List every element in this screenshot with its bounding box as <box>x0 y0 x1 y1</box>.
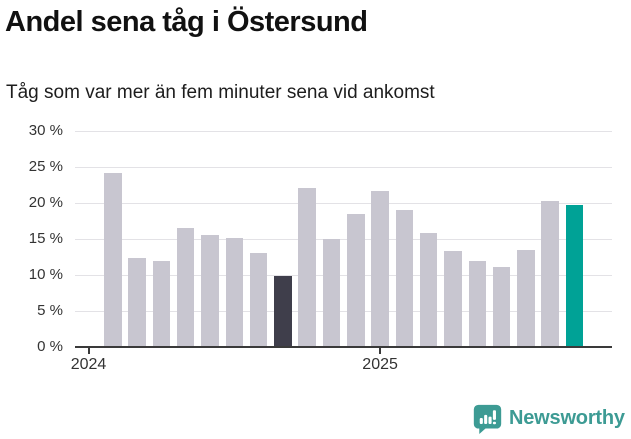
bar-jul-2024 <box>225 238 244 347</box>
gridline-20% <box>75 202 612 204</box>
bar-okt-2024 <box>298 187 316 347</box>
bar-jul-2025 <box>517 249 535 347</box>
bar-apr-2025 <box>444 250 462 347</box>
bar-aug-2025 <box>541 200 559 347</box>
newsworthy-logo-text: Newsworthy <box>509 407 625 429</box>
x-axis-label-2024: 2024 <box>70 356 107 373</box>
x-axis-tick-2024 <box>87 348 90 354</box>
bar-maj-2025 <box>468 261 487 347</box>
bar-aug-2024 <box>249 253 268 347</box>
bar-chart-plot: 2024 2025 <box>71 130 612 373</box>
y-axis-label-0%: 0 % <box>37 338 63 355</box>
newsworthy-chart-bubble-icon <box>473 404 502 434</box>
bar-mar-2024 <box>128 258 146 347</box>
bar-jun-2024 <box>201 235 219 347</box>
bar-apr-2024 <box>152 261 171 347</box>
bar-mar-2025 <box>419 232 438 347</box>
y-axis-label-20%: 20 % <box>28 194 63 211</box>
x-axis-tick-2025 <box>379 348 382 354</box>
y-axis-label-15%: 15 % <box>28 230 63 247</box>
x-axis-label-2025: 2025 <box>362 356 398 373</box>
bar-feb-2024 <box>104 172 122 347</box>
gridline-25% <box>75 166 612 168</box>
chart-subtitle: Tåg som var mer än fem minuter sena vid … <box>6 82 435 103</box>
bar-jan-2025 <box>371 191 389 347</box>
x-axis-line <box>75 345 612 348</box>
y-axis-label-25%: 25 % <box>28 158 63 175</box>
y-axis-label-5%: 5 % <box>37 302 63 319</box>
bar-maj-2024 <box>176 228 195 347</box>
bar-jun-2025 <box>492 267 511 347</box>
gridline-5% <box>75 310 612 312</box>
chart-title: Andel sena tåg i Östersund <box>5 6 368 38</box>
gridline-15% <box>75 238 612 240</box>
y-axis-label-10%: 10 % <box>28 266 63 283</box>
bar-nov-2024 <box>322 239 341 347</box>
gridline-30% <box>75 130 612 132</box>
newsworthy-logo: Newsworthy <box>472 402 625 435</box>
bar-dec-2024 <box>347 213 365 347</box>
bar-feb-2025 <box>395 210 414 347</box>
bar-sep-2024 <box>274 275 292 347</box>
y-axis-label-30%: 30 % <box>28 122 63 139</box>
bar-sep-2025 <box>565 205 584 347</box>
gridline-10% <box>75 274 612 276</box>
